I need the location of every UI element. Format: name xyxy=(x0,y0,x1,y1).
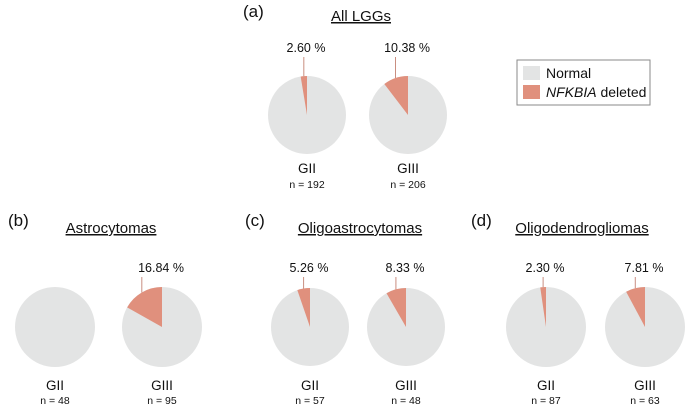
deleted-percent-label: 2.60 % xyxy=(287,41,326,55)
pie-giii: 16.84 % GIII n = 95 xyxy=(122,261,202,407)
legend: Normal NFKBIA deleted xyxy=(516,59,651,106)
sample-size-label: n = 87 xyxy=(531,395,561,407)
panel-1: (a) All LGGs 2.60 % GII n = 192 10.38 % GIII n … xyxy=(243,2,447,191)
deleted-percent-label: 8.33 % xyxy=(386,261,425,275)
grade-label: GIII xyxy=(395,378,417,393)
panel-4: (d) Oligodendrogliomas 2.30 % GII n = 87 7.81… xyxy=(471,211,685,407)
panel-letter: (a) xyxy=(243,2,264,21)
deleted-percent-label: 7.81 % xyxy=(625,261,664,275)
panel-2: (b) Astrocytomas GII n = 48 16.84 % GIII n = 9… xyxy=(8,211,202,407)
panel-letter: (d) xyxy=(471,211,492,230)
pie-slice-deleted xyxy=(540,287,546,327)
grade-label: GIII xyxy=(397,161,419,176)
pie-giii: 8.33 % GIII n = 48 xyxy=(367,261,445,407)
panel-3: (c) Oligoastrocytomas 5.26 % GII n = 57 8.33 … xyxy=(245,211,445,407)
panel-title: Oligoastrocytomas xyxy=(298,220,422,237)
pie-gii: 2.60 % GII n = 192 xyxy=(268,41,346,191)
sample-size-label: n = 48 xyxy=(391,395,421,407)
deleted-percent-label: 2.30 % xyxy=(526,261,565,275)
legend-label-suffix: deleted xyxy=(597,84,647,100)
panel-title: Oligodendrogliomas xyxy=(515,220,648,237)
pie-slice-deleted xyxy=(300,76,307,115)
pie-gii: 2.30 % GII n = 87 xyxy=(506,261,586,407)
panel-letter: (c) xyxy=(245,211,265,230)
pie-slice-deleted xyxy=(384,76,408,115)
legend-label-gene: NFKBIA xyxy=(546,84,597,100)
sample-size-label: n = 57 xyxy=(295,395,325,407)
grade-label: GII xyxy=(537,378,555,393)
grade-label: GII xyxy=(298,161,316,176)
sample-size-label: n = 95 xyxy=(147,395,177,407)
sample-size-label: n = 206 xyxy=(390,179,425,191)
pie-slice-deleted xyxy=(297,288,310,327)
deleted-percent-label: 16.84 % xyxy=(138,261,184,275)
pie-gii: 5.26 % GII n = 57 xyxy=(271,261,349,407)
pie-giii: 7.81 % GIII n = 63 xyxy=(605,261,685,407)
deleted-percent-label: 5.26 % xyxy=(290,261,329,275)
legend-label-normal: Normal xyxy=(546,65,591,81)
grade-label: GIII xyxy=(151,378,173,393)
sample-size-label: n = 192 xyxy=(289,179,324,191)
grade-label: GII xyxy=(46,378,64,393)
panel-letter: (b) xyxy=(8,211,29,230)
legend-swatch-normal xyxy=(523,66,540,80)
legend-box xyxy=(516,59,651,106)
legend-swatch-deleted xyxy=(523,85,540,99)
panel-title: All LGGs xyxy=(331,8,391,25)
pie-slice-deleted xyxy=(127,287,162,327)
pie-slice-normal xyxy=(15,287,95,367)
pie-gii: GII n = 48 xyxy=(15,287,95,407)
pie-giii: 10.38 % GIII n = 206 xyxy=(369,41,447,191)
grade-label: GII xyxy=(301,378,319,393)
deleted-percent-label: 10.38 % xyxy=(384,41,430,55)
sample-size-label: n = 48 xyxy=(40,395,70,407)
legend-label-deleted: NFKBIA deleted xyxy=(546,84,646,100)
sample-size-label: n = 63 xyxy=(630,395,660,407)
pie-slice-deleted xyxy=(626,287,645,327)
panel-title: Astrocytomas xyxy=(66,220,157,237)
grade-label: GIII xyxy=(634,378,656,393)
pie-slice-deleted xyxy=(386,288,406,327)
